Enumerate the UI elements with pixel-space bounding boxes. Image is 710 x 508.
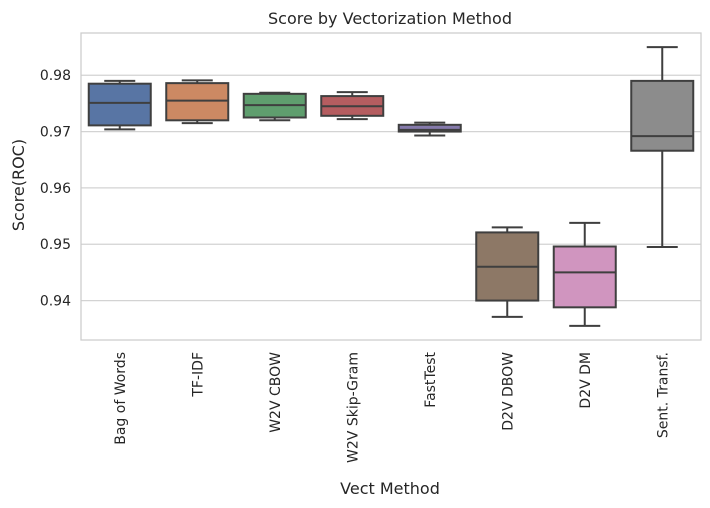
box-w2v-skip-gram bbox=[320, 91, 385, 121]
chart-title: Score by Vectorization Method bbox=[268, 9, 512, 28]
box-w2v-cbow bbox=[242, 91, 307, 122]
y-tick-label: 0.96 bbox=[40, 181, 71, 197]
box-bag-of-words bbox=[87, 79, 152, 131]
iqr-box bbox=[87, 82, 152, 127]
x-tick-label: Sent. Transf. bbox=[655, 352, 671, 438]
iqr-box bbox=[397, 123, 462, 133]
x-tick-label: W2V Skip-Gram bbox=[345, 352, 361, 463]
y-tick-labels: 0.94 0.95 0.96 0.97 0.98 bbox=[40, 68, 71, 309]
box-sent-transf bbox=[630, 46, 695, 249]
y-axis-label: Score(ROC) bbox=[9, 139, 28, 231]
plot-frame bbox=[80, 32, 702, 341]
x-tick-label: D2V DM bbox=[578, 352, 594, 409]
x-tick-label: W2V CBOW bbox=[268, 352, 284, 433]
y-tick-label: 0.94 bbox=[40, 294, 71, 310]
y-tick-label: 0.97 bbox=[40, 125, 71, 141]
y-tick-label: 0.95 bbox=[40, 237, 71, 253]
x-tick-label: TF-IDF bbox=[190, 352, 206, 398]
boxes bbox=[87, 46, 695, 327]
iqr-box bbox=[552, 245, 617, 309]
box-d2v-dm bbox=[552, 221, 617, 327]
x-axis-label: Vect Method bbox=[340, 479, 440, 498]
box-tf-idf bbox=[165, 79, 230, 125]
iqr-box bbox=[630, 79, 695, 152]
box-d2v-dbow bbox=[475, 226, 540, 318]
iqr-box bbox=[165, 82, 230, 122]
x-tick-label: FastTest bbox=[423, 351, 439, 407]
y-tick-label: 0.98 bbox=[40, 68, 71, 84]
x-tick-label: D2V DBOW bbox=[500, 352, 516, 431]
x-tick-labels: Bag of Words TF-IDF W2V CBOW W2V Skip-Gram F… bbox=[113, 351, 672, 462]
x-tick-label: Bag of Words bbox=[113, 352, 129, 445]
box-fasttest bbox=[397, 121, 462, 137]
